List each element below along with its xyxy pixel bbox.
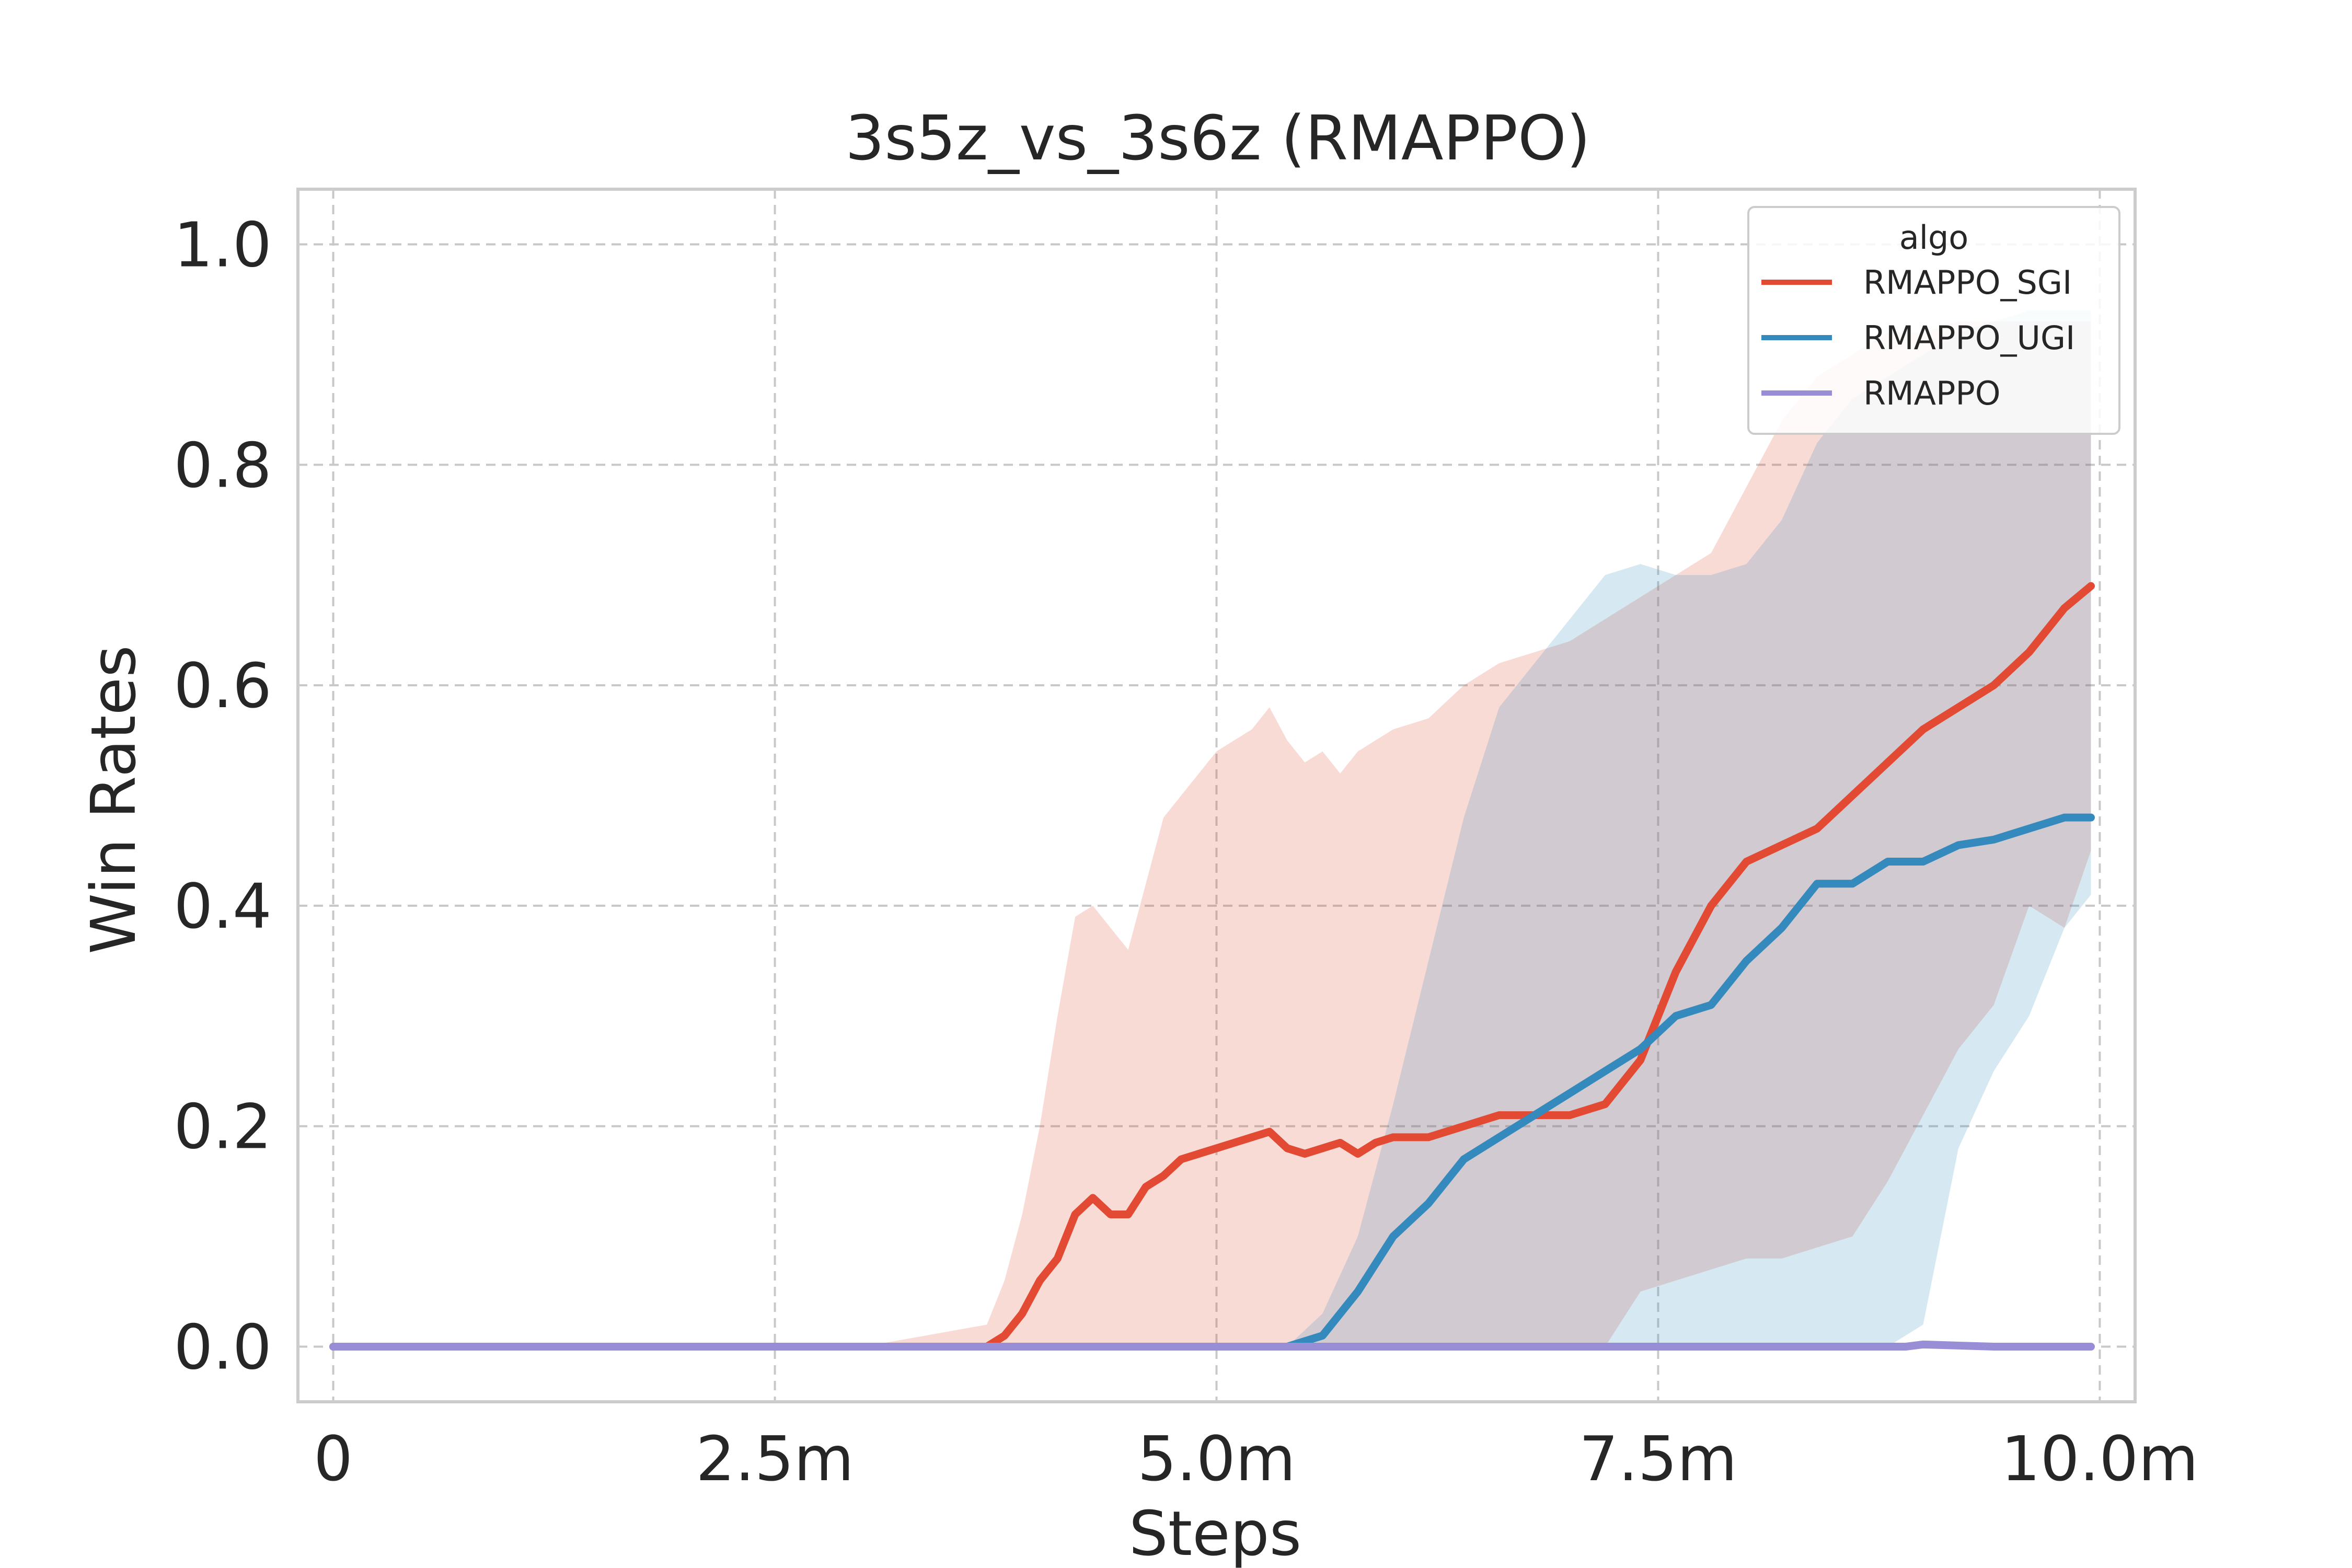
x-tick-label: 0 <box>314 1423 353 1495</box>
legend-box <box>1747 206 2120 435</box>
plot-frame <box>296 188 2137 1403</box>
confidence-bands <box>333 310 2091 1347</box>
rmappo-sgi-line <box>329 582 2095 1351</box>
x-tick-label: 5.0m <box>1137 1423 1296 1495</box>
y-tick-label: 0.0 <box>174 1311 272 1383</box>
legend-title: algo <box>1899 218 1969 257</box>
rmappo-ugi-legend-label: RMAPPO_UGI <box>1863 319 2075 357</box>
chart-title: 3s5z_vs_3s6z (RMAPPO) <box>845 102 1590 174</box>
series-lines <box>329 582 2095 1351</box>
rmappo-line <box>329 1340 2095 1351</box>
legend: algo RMAPPO_SGI RMAPPO_UGI RMAPPO <box>1747 206 2120 435</box>
x-tick-label: 2.5m <box>696 1423 854 1495</box>
x-axis-ticks: 0 2.5m 5.0m 7.5m 10.0m <box>314 1423 2198 1495</box>
rmappo-legend-label: RMAPPO <box>1863 374 2001 412</box>
rmappo-sgi-band <box>333 321 2091 1347</box>
y-tick-label: 0.2 <box>174 1091 272 1163</box>
x-tick-label: 7.5m <box>1579 1423 1737 1495</box>
y-tick-label: 1.0 <box>174 209 272 281</box>
y-tick-label: 0.8 <box>174 429 272 501</box>
legend-items: RMAPPO_SGI RMAPPO_UGI RMAPPO <box>1761 263 2075 412</box>
y-axis-ticks: 0.0 0.2 0.4 0.6 0.8 1.0 <box>174 209 272 1383</box>
y-tick-label: 0.6 <box>174 650 272 722</box>
x-tick-label: 10.0m <box>2001 1423 2199 1495</box>
rmappo-ugi-band <box>333 310 2091 1347</box>
x-axis-label: Steps <box>1129 1497 1301 1568</box>
y-axis-label: Win Rates <box>77 645 149 954</box>
y-tick-label: 0.4 <box>174 870 272 942</box>
rmappo-sgi-legend-label: RMAPPO_SGI <box>1863 263 2072 302</box>
